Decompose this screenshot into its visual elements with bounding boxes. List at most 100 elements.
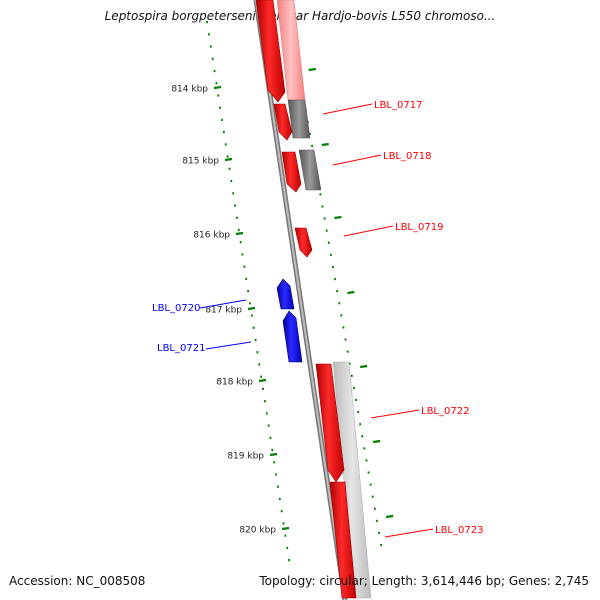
gene-label-LBL_0717[interactable]: LBL_0717 bbox=[374, 100, 422, 111]
inner-tick-dot bbox=[237, 228, 240, 232]
gene-label-LBL_0721[interactable]: LBL_0721 bbox=[157, 343, 205, 354]
gene-LBL_0723[interactable] bbox=[329, 481, 357, 599]
inner-tick-dot bbox=[208, 33, 210, 36]
tick-label: 820 kbp bbox=[239, 526, 276, 536]
inner-tick-dot bbox=[252, 326, 255, 329]
outer-tick bbox=[308, 67, 316, 72]
outer-tick-dot bbox=[367, 471, 370, 474]
tick-marks: 814 kbp 815 kbp 816 kbp 817 kbp 818 kbp 819 k… bbox=[171, 67, 394, 536]
tick-label: 815 kbp bbox=[182, 157, 219, 167]
inner-tick-dot bbox=[286, 546, 289, 549]
feature-track bbox=[276, 0, 372, 599]
tick-label: 814 kbp bbox=[171, 85, 208, 95]
outer-tick-dot bbox=[373, 507, 376, 510]
gene-label-LBL_0723[interactable]: LBL_0723 bbox=[435, 525, 483, 536]
inner-tick-dot bbox=[217, 94, 220, 97]
tick-label: 818 kbp bbox=[216, 378, 253, 388]
gene-LBL_0722[interactable] bbox=[315, 363, 345, 483]
outer-tick-dot bbox=[365, 459, 368, 462]
gene-label-LBL_0720[interactable]: LBL_0720 bbox=[152, 303, 200, 314]
gene-LBL_0721[interactable] bbox=[282, 310, 303, 363]
outer-tick-dot bbox=[350, 374, 353, 377]
inner-tick-dot bbox=[236, 216, 238, 219]
inner-tick-dot bbox=[263, 400, 266, 403]
outer-tick-dot bbox=[321, 205, 324, 208]
outer-tick-dot bbox=[334, 277, 336, 281]
gene-LBL_0719[interactable] bbox=[294, 227, 313, 258]
gene-LBL_0720[interactable] bbox=[276, 278, 295, 310]
gene-label-LBL_0718[interactable]: LBL_0718 bbox=[383, 151, 431, 162]
backbone-line bbox=[253, 0, 348, 600]
inner-tick-dot bbox=[249, 302, 251, 305]
outer-tick-dot bbox=[319, 193, 322, 196]
inner-tick-dot bbox=[213, 69, 216, 73]
inner-tick-dot bbox=[245, 277, 248, 280]
inner-tick-dot bbox=[284, 534, 287, 537]
inner-tick-dot bbox=[260, 375, 263, 378]
inner-tick-dot bbox=[256, 351, 259, 354]
outer-tick-dot bbox=[329, 253, 332, 256]
inner-tick-dot bbox=[265, 412, 268, 415]
gene-leader-lines bbox=[199, 103, 434, 538]
outer-tick-dot bbox=[376, 519, 378, 523]
genome-summary: Topology: circular; Length: 3,614,446 bp… bbox=[259, 574, 589, 588]
inner-tick-dot bbox=[288, 559, 290, 562]
major-tick bbox=[213, 85, 222, 90]
outer-tick-dot bbox=[332, 265, 334, 269]
inner-tick-dot bbox=[275, 473, 277, 476]
gene-LBL_0718[interactable] bbox=[281, 151, 302, 193]
inner-tick-dot bbox=[254, 338, 257, 342]
tick-label: 817 kbp bbox=[205, 306, 242, 316]
inner-tick-dot bbox=[258, 363, 261, 366]
outer-tick-dot bbox=[342, 326, 345, 329]
outer-tick-dot bbox=[357, 410, 359, 414]
outer-tick-dot bbox=[323, 217, 326, 220]
major-tick bbox=[247, 306, 256, 311]
inner-tick-dot bbox=[280, 510, 283, 513]
inner-tick-dot bbox=[219, 106, 222, 109]
outer-tick-dot bbox=[380, 544, 382, 547]
outer-tick-dot bbox=[355, 398, 357, 402]
inner-tick-dot bbox=[234, 204, 236, 207]
accession-label: Accession: NC_008508 bbox=[9, 574, 146, 588]
outer-tick-dot bbox=[359, 423, 362, 426]
outer-tick-dot bbox=[369, 483, 372, 486]
inner-tick-dot bbox=[271, 448, 274, 452]
inner-tick-dot bbox=[278, 497, 281, 501]
map-title: Leptospira borgpetersenii serovar Hardjo… bbox=[104, 9, 496, 23]
outer-tick bbox=[321, 142, 329, 147]
major-tick bbox=[269, 452, 278, 457]
tick-label: 816 kbp bbox=[193, 231, 230, 241]
outer-tick-dot bbox=[378, 531, 380, 535]
outer-tick-dot bbox=[311, 144, 313, 148]
inner-tick-dot bbox=[222, 131, 225, 134]
inner-tick-dot bbox=[267, 424, 270, 427]
inner-tick-dot bbox=[221, 118, 223, 122]
inner-tick-dot bbox=[228, 167, 231, 170]
outer-tick bbox=[385, 514, 394, 519]
inner-tick-dot bbox=[269, 436, 272, 439]
inner-tick-dot bbox=[250, 314, 253, 317]
gene-LBL_0717[interactable] bbox=[255, 0, 293, 141]
major-tick bbox=[258, 378, 267, 383]
inner-tick-dot bbox=[262, 387, 264, 391]
outer-tick-dot bbox=[336, 290, 339, 293]
gene-label-LBL_0722[interactable]: LBL_0722 bbox=[421, 406, 469, 417]
outer-tick-dot bbox=[348, 362, 351, 365]
inner-tick-dot bbox=[277, 485, 279, 488]
major-tick bbox=[281, 526, 290, 531]
inner-tick-dot bbox=[211, 57, 214, 60]
gene-label-LBL_0719[interactable]: LBL_0719 bbox=[395, 222, 443, 233]
inner-tick-dot bbox=[206, 21, 208, 24]
inner-tick-dot bbox=[232, 192, 235, 195]
inner-tick-dot bbox=[224, 143, 227, 146]
outer-tick-dot bbox=[346, 350, 349, 353]
inner-tick-dot bbox=[215, 82, 218, 85]
major-tick bbox=[235, 231, 244, 236]
outer-tick bbox=[334, 215, 342, 220]
outer-tick-dot bbox=[327, 241, 330, 244]
outer-tick bbox=[373, 439, 381, 444]
outer-tick-dot bbox=[363, 447, 366, 450]
inner-tick-dot bbox=[209, 45, 212, 48]
